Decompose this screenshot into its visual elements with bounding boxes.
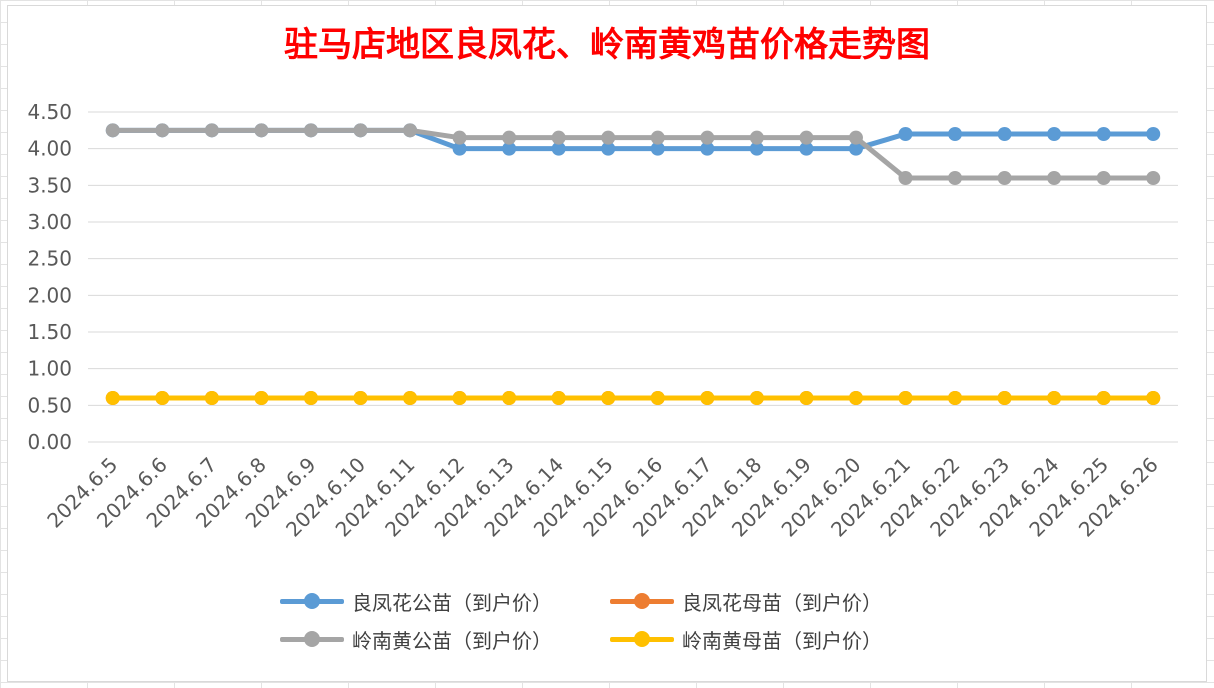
- data-point[interactable]: [254, 123, 269, 138]
- legend-item-series-3[interactable]: 岭南黄公苗（到户价）: [280, 624, 610, 654]
- legend-label-series-4: 岭南黄母苗（到户价）: [682, 628, 882, 653]
- legend-item-series-4[interactable]: 岭南黄母苗（到户价）: [610, 624, 940, 654]
- data-point[interactable]: [700, 391, 715, 405]
- data-point[interactable]: [898, 127, 913, 141]
- data-point[interactable]: [997, 171, 1012, 185]
- y-tick-label: 1.00: [27, 357, 72, 381]
- legend-label-series-3: 岭南黄公苗（到户价）: [352, 628, 552, 653]
- data-point[interactable]: [650, 391, 665, 405]
- data-point[interactable]: [155, 391, 170, 405]
- data-point[interactable]: [1146, 127, 1161, 141]
- y-tick-label: 3.00: [27, 210, 72, 234]
- y-tick-label: 1.50: [27, 320, 72, 344]
- data-point[interactable]: [650, 130, 665, 145]
- data-point[interactable]: [204, 391, 219, 405]
- legend-item-series-1[interactable]: 良凤花公苗（到户价）: [280, 586, 610, 616]
- data-point[interactable]: [898, 391, 913, 405]
- data-point[interactable]: [551, 130, 566, 145]
- data-point[interactable]: [303, 123, 318, 138]
- data-point[interactable]: [1146, 171, 1161, 185]
- data-point[interactable]: [749, 130, 764, 145]
- legend-swatch-series-3: [280, 631, 344, 647]
- data-point[interactable]: [1096, 391, 1111, 405]
- data-point[interactable]: [502, 130, 517, 145]
- data-point[interactable]: [204, 123, 219, 138]
- data-point[interactable]: [1096, 127, 1111, 141]
- data-point[interactable]: [799, 141, 814, 156]
- data-point[interactable]: [105, 123, 120, 138]
- y-tick-label: 4.50: [27, 100, 72, 124]
- data-point[interactable]: [303, 391, 318, 405]
- data-point[interactable]: [700, 141, 715, 156]
- data-point[interactable]: [799, 391, 814, 405]
- data-point[interactable]: [452, 141, 467, 156]
- data-point[interactable]: [155, 123, 170, 138]
- data-point[interactable]: [948, 127, 963, 141]
- chart-legend: 良凤花公苗（到户价） 良凤花母苗（到户价） 岭南黄公苗（到户价） 岭南黄母苗（到…: [280, 586, 960, 654]
- data-point[interactable]: [502, 391, 517, 405]
- data-point[interactable]: [502, 141, 517, 156]
- data-point[interactable]: [601, 130, 616, 145]
- data-point[interactable]: [452, 391, 467, 405]
- data-point[interactable]: [105, 391, 120, 405]
- y-tick-label: 4.00: [27, 137, 72, 161]
- data-point[interactable]: [749, 391, 764, 405]
- legend-swatch-series-4: [610, 631, 674, 647]
- data-point[interactable]: [1047, 391, 1062, 405]
- chart-title: 驻马店地区良凤花、岭南黄鸡苗价格走势图: [284, 25, 930, 65]
- data-point[interactable]: [551, 391, 566, 405]
- data-point[interactable]: [749, 141, 764, 156]
- data-point[interactable]: [1146, 391, 1161, 405]
- legend-label-series-2: 良凤花母苗（到户价）: [682, 590, 882, 615]
- data-point[interactable]: [403, 391, 418, 405]
- data-point[interactable]: [799, 130, 814, 145]
- data-point[interactable]: [948, 171, 963, 185]
- data-point[interactable]: [650, 141, 665, 156]
- legend-label-series-1: 良凤花公苗（到户价）: [352, 590, 552, 615]
- y-tick-label: 3.50: [27, 173, 72, 197]
- y-tick-label: 2.50: [27, 247, 72, 271]
- data-point[interactable]: [848, 130, 863, 145]
- data-point[interactable]: [848, 391, 863, 405]
- data-point[interactable]: [403, 123, 418, 138]
- data-point[interactable]: [898, 171, 913, 185]
- y-tick-label: 2.00: [27, 283, 72, 307]
- y-tick-label: 0.00: [27, 430, 72, 454]
- data-point[interactable]: [1047, 171, 1062, 185]
- legend-swatch-series-1: [280, 593, 344, 609]
- series-line: [110, 127, 1156, 181]
- data-point[interactable]: [1047, 127, 1062, 141]
- chart-area[interactable]: [7, 5, 1207, 682]
- data-point[interactable]: [700, 130, 715, 145]
- data-point[interactable]: [551, 141, 566, 156]
- data-point[interactable]: [353, 391, 368, 405]
- data-point[interactable]: [601, 391, 616, 405]
- y-tick-label: 0.50: [27, 393, 72, 417]
- data-point[interactable]: [848, 141, 863, 156]
- legend-swatch-series-2: [610, 593, 674, 609]
- data-point[interactable]: [452, 130, 467, 145]
- data-point[interactable]: [353, 123, 368, 138]
- data-point[interactable]: [601, 141, 616, 156]
- data-point[interactable]: [948, 391, 963, 405]
- series-3: [105, 123, 1161, 185]
- data-point[interactable]: [254, 391, 269, 405]
- series-4: [105, 391, 1161, 405]
- data-point[interactable]: [1096, 171, 1111, 185]
- data-point[interactable]: [997, 127, 1012, 141]
- data-point[interactable]: [997, 391, 1012, 405]
- legend-item-series-2[interactable]: 良凤花母苗（到户价）: [610, 586, 940, 616]
